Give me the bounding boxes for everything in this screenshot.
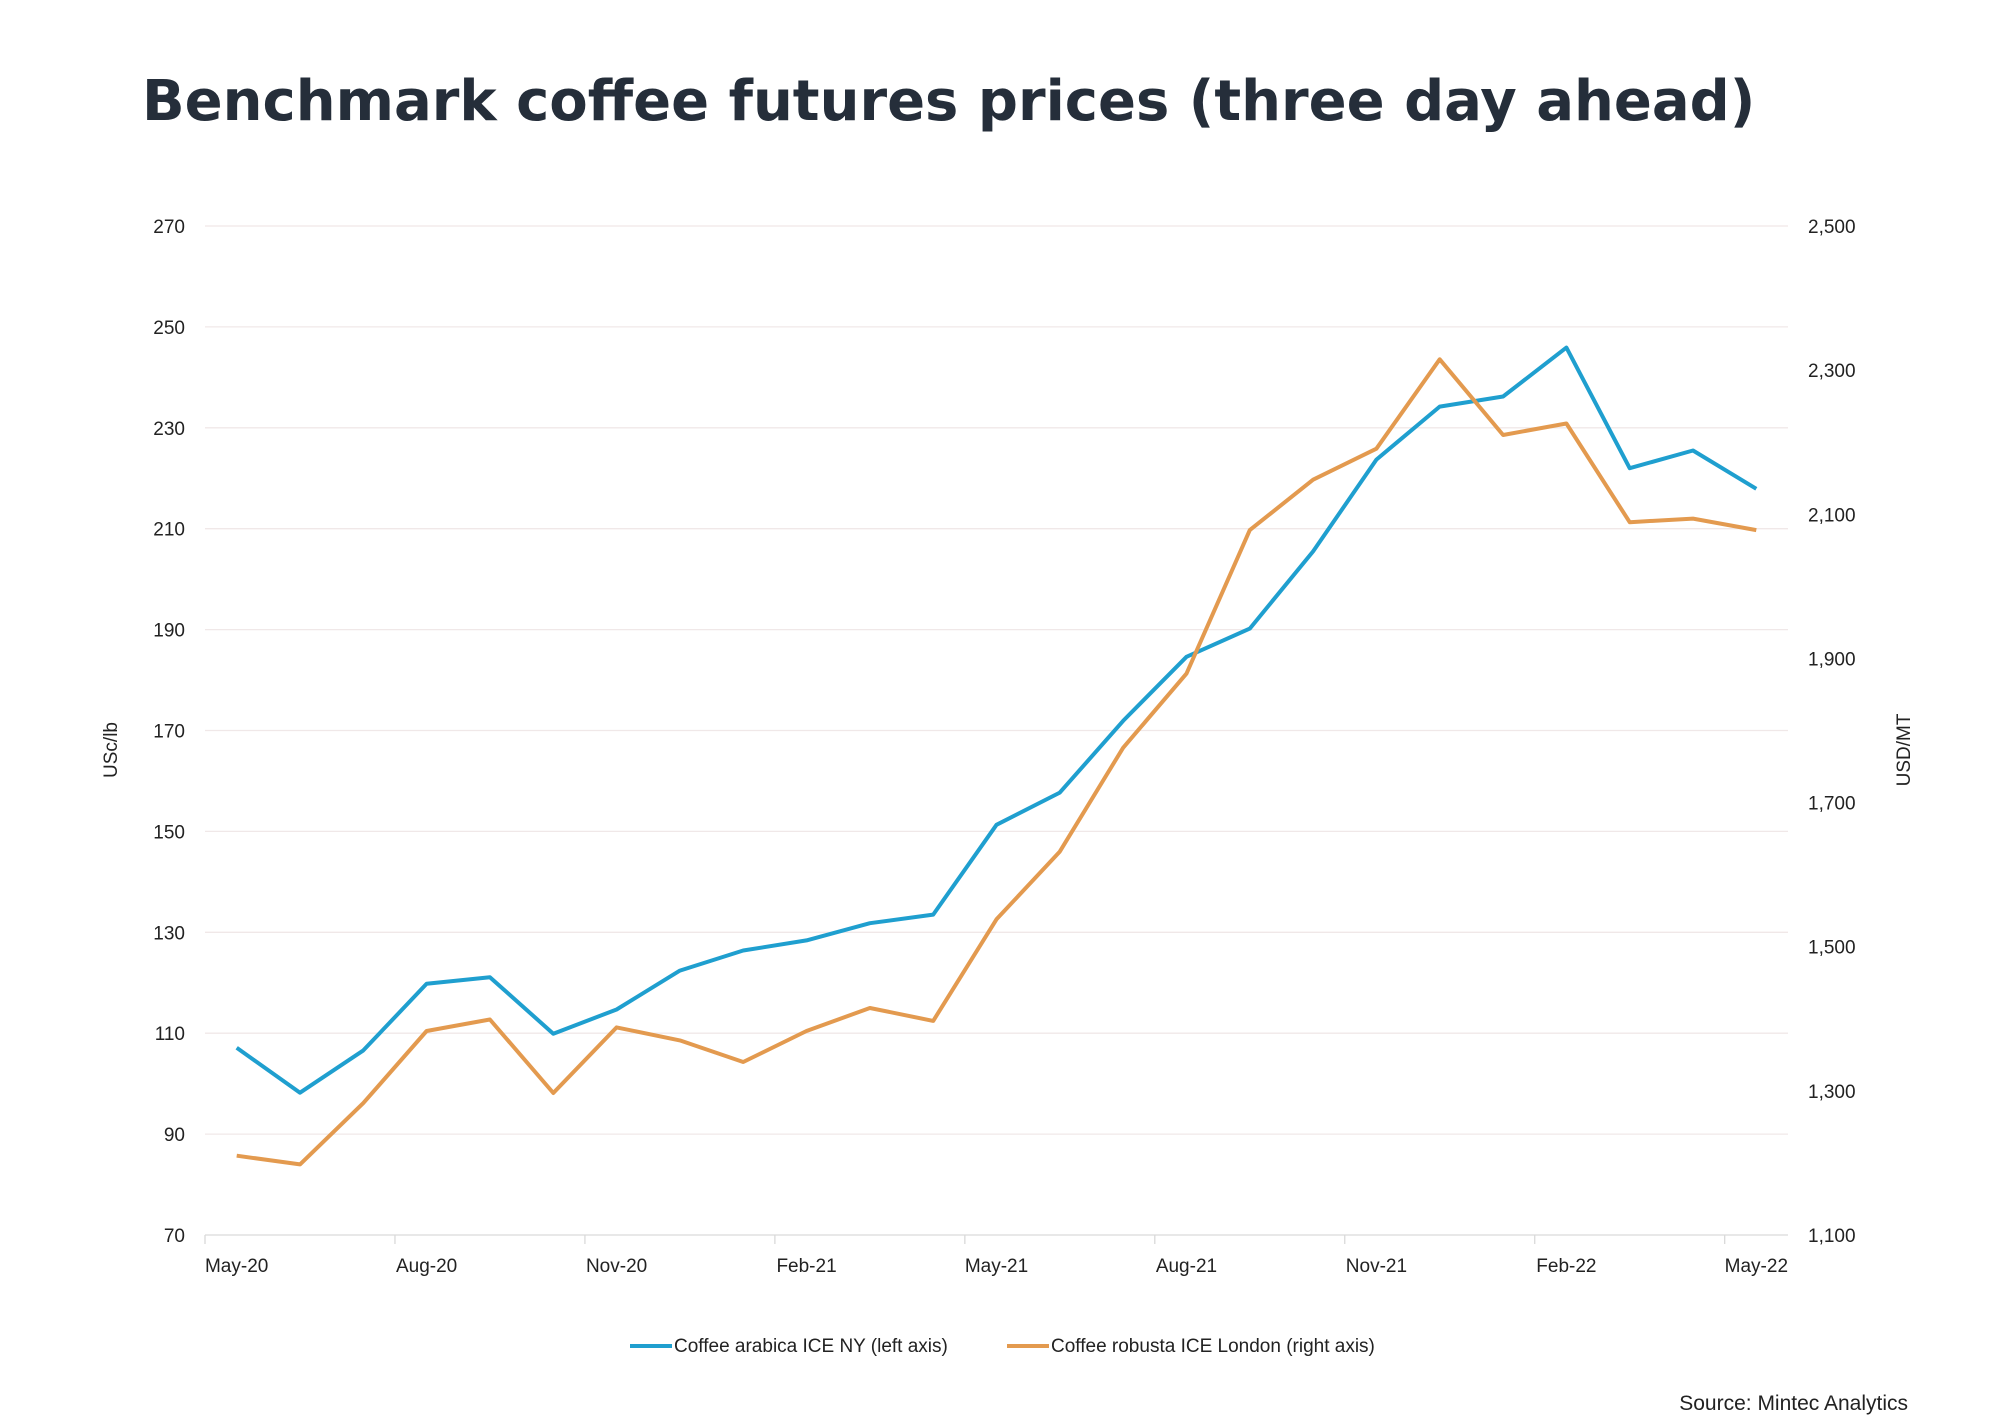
right-y-tick-label: 1,100: [1808, 1226, 1856, 1247]
right-y-tick-label: 1,900: [1808, 649, 1856, 670]
left-y-tick-label: 230: [153, 419, 185, 440]
right-y-tick-label: 1,300: [1808, 1082, 1856, 1103]
x-tick-label: May-22: [1725, 1256, 1788, 1277]
x-tick-label: Aug-20: [396, 1256, 457, 1277]
right-y-tick-label: 1,700: [1808, 794, 1856, 815]
x-tick-label: Nov-20: [586, 1256, 647, 1277]
right-y-ticks: 2,500 2,300 2,100 1,900 1,700 1,500 1,300 1,100: [1808, 217, 1856, 1247]
right-y-tick-label: 1,500: [1808, 938, 1856, 959]
legend: Coffee arabica ICE NY (left axis) Coffee…: [630, 1336, 1375, 1357]
chart-title: Benchmark coffee futures prices (three d…: [142, 69, 1755, 134]
left-y-tick-label: 110: [155, 1024, 185, 1045]
left-y-tick-label: 210: [153, 520, 185, 541]
left-y-tick-label: 190: [153, 621, 185, 642]
left-y-tick-label: 270: [153, 217, 185, 238]
series-lines: [235, 345, 1758, 1167]
series-line-robusta: [236, 357, 1757, 1167]
x-tick-label: Feb-21: [776, 1256, 836, 1277]
left-y-ticks: 270 250 230 210 190 170 150 130 110 90 70: [153, 217, 185, 1247]
x-ticks: May-20 Aug-20 Nov-20 Feb-21 May-21 Aug-21 Nov-…: [204, 1235, 1788, 1277]
legend-label-robusta: Coffee robusta ICE London (right axis): [1051, 1336, 1375, 1357]
right-y-tick-label: 2,300: [1808, 361, 1856, 382]
source-note: Source: Mintec Analytics: [1679, 1392, 1908, 1415]
left-y-tick-label: 170: [153, 722, 185, 743]
right-y-tick-label: 2,500: [1808, 217, 1856, 238]
right-y-tick-label: 2,100: [1808, 505, 1856, 526]
x-tick-label: May-21: [965, 1256, 1028, 1277]
left-y-tick-label: 250: [153, 318, 185, 339]
legend-label-arabica: Coffee arabica ICE NY (left axis): [674, 1336, 948, 1357]
right-axis-title: USD/MT: [1894, 713, 1915, 786]
left-axis-title: USc/lb: [101, 722, 122, 778]
x-tick-label: May-20: [205, 1256, 268, 1277]
left-y-tick-label: 90: [164, 1125, 185, 1146]
left-y-tick-label: 150: [153, 822, 185, 843]
x-tick-label: Nov-21: [1346, 1256, 1407, 1277]
x-tick-label: Aug-21: [1156, 1256, 1217, 1277]
gridlines: [205, 225, 1788, 1236]
x-tick-label: Feb-22: [1536, 1256, 1596, 1277]
left-y-tick-label: 130: [153, 923, 185, 944]
series-line-arabica: [235, 345, 1758, 1095]
left-y-tick-label: 70: [164, 1226, 185, 1247]
